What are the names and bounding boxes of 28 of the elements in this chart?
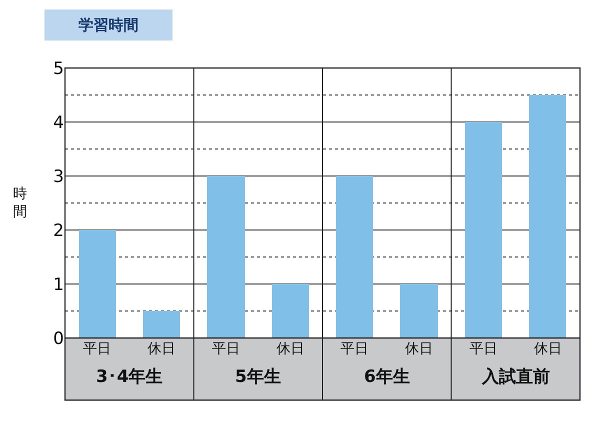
x-tick-label: 平日 [340, 341, 369, 357]
y-axis-title: 時間 [13, 186, 27, 220]
bar [529, 95, 566, 338]
bar [143, 311, 180, 338]
y-tick-label: 2 [53, 220, 64, 241]
y-tick-label: 3 [53, 166, 64, 187]
y-tick-label: 1 [53, 274, 64, 295]
bar [400, 284, 438, 338]
text: 入試直前 [481, 367, 550, 387]
bar [79, 230, 116, 338]
y-tick-label: 4 [53, 112, 64, 133]
x-tick-label: 休日 [534, 341, 562, 357]
y-tick-label: 0 [53, 328, 64, 349]
bar [207, 176, 245, 338]
x-tick-label: 平日 [83, 341, 112, 357]
text: 6年生 [364, 367, 410, 387]
bar [272, 284, 309, 338]
x-tick-label: 休日 [405, 341, 434, 357]
bar [465, 122, 502, 338]
x-tick-label: 平日 [212, 341, 240, 357]
text: 3･4年生 [96, 367, 163, 387]
x-tick-label: 休日 [276, 341, 304, 357]
bar [336, 176, 373, 338]
text: 5年生 [235, 367, 281, 387]
y-tick-label: 5 [53, 58, 64, 79]
x-tick-label: 休日 [148, 341, 176, 357]
x-tick-label: 平日 [469, 341, 498, 357]
chart-title: 学習時間 [78, 16, 138, 34]
